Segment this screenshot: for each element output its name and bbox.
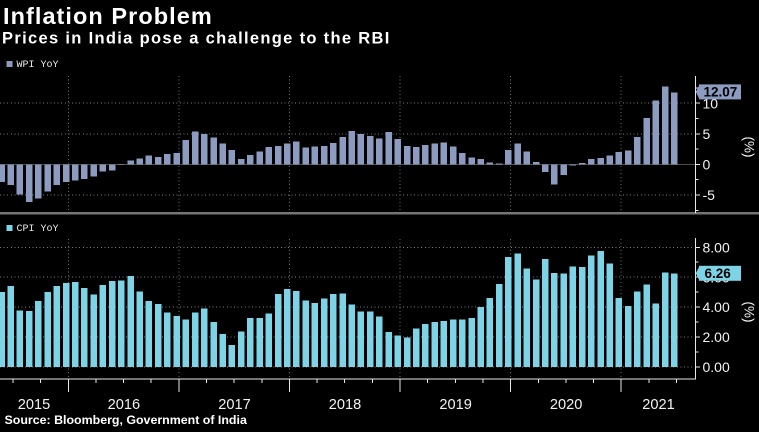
svg-text:-5: -5	[703, 187, 716, 203]
svg-text:2017: 2017	[218, 397, 250, 413]
svg-text:2018: 2018	[329, 397, 361, 413]
svg-text:WPI YoY: WPI YoY	[17, 60, 59, 71]
svg-text:5: 5	[703, 126, 711, 142]
svg-text:(%): (%)	[742, 137, 757, 158]
svg-text:Source: Bloomberg, Government: Source: Bloomberg, Government of India	[5, 413, 247, 427]
svg-text:0: 0	[703, 157, 711, 173]
svg-text:2019: 2019	[439, 397, 471, 413]
svg-text:2015: 2015	[18, 397, 50, 413]
svg-text:2.00: 2.00	[703, 329, 730, 345]
svg-text:2020: 2020	[550, 397, 582, 413]
svg-text:(%): (%)	[742, 302, 757, 323]
svg-text:6.26: 6.26	[705, 266, 732, 281]
svg-text:CPI YoY: CPI YoY	[17, 224, 59, 235]
svg-text:0.00: 0.00	[703, 359, 730, 375]
svg-text:8.00: 8.00	[703, 240, 730, 256]
svg-text:Prices in India pose a challen: Prices in India pose a challenge to the …	[2, 30, 391, 48]
svg-text:4.00: 4.00	[703, 299, 730, 315]
svg-text:12.07: 12.07	[704, 85, 738, 100]
svg-text:2021: 2021	[642, 397, 674, 413]
svg-text:2016: 2016	[108, 397, 140, 413]
svg-text:Inflation Problem: Inflation Problem	[3, 3, 213, 29]
